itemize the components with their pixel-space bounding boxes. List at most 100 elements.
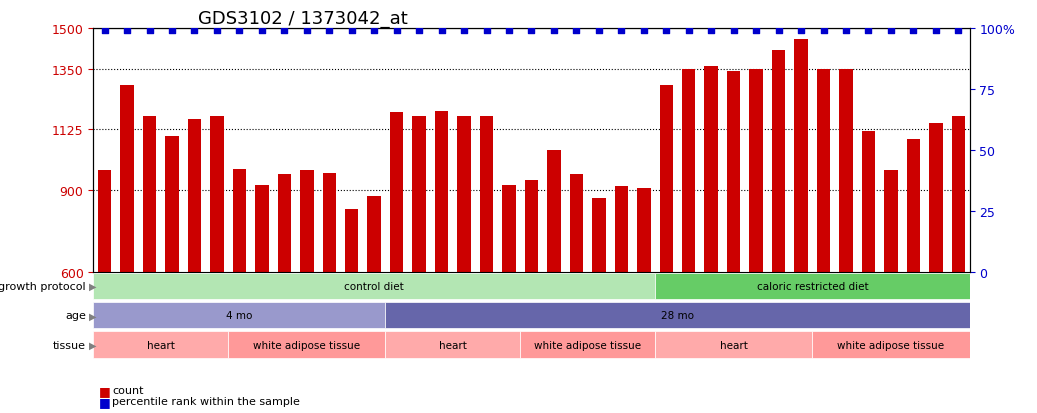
Bar (93, 273, 655, 299)
Point (882, 28, 899, 35)
Point (950, 28, 966, 35)
Bar (165, 137, 178, 413)
Point (770, 28, 787, 35)
Text: heart: heart (720, 340, 748, 350)
Point (389, 28, 405, 35)
Text: white adipose tissue: white adipose tissue (534, 340, 641, 350)
Text: ■: ■ (99, 395, 110, 408)
Bar (952, 116, 965, 413)
Bar (906, 140, 920, 413)
Bar (255, 185, 269, 413)
Bar (228, 332, 386, 358)
Bar (345, 210, 359, 413)
Text: control diet: control diet (344, 281, 404, 292)
Bar (390, 113, 403, 413)
Point (118, 28, 135, 35)
Bar (885, 171, 898, 413)
Point (187, 28, 203, 35)
Bar (435, 111, 448, 413)
Text: ■: ■ (99, 384, 110, 397)
Point (141, 28, 158, 35)
Bar (655, 332, 812, 358)
Text: percentile rank within the sample: percentile rank within the sample (112, 396, 300, 406)
Bar (120, 85, 134, 413)
Point (861, 28, 877, 35)
Bar (704, 67, 718, 413)
Bar (367, 196, 381, 413)
Point (658, 28, 675, 35)
Text: ▶: ▶ (89, 311, 96, 320)
Bar (682, 69, 696, 413)
Text: count: count (112, 385, 143, 395)
Bar (525, 180, 538, 413)
Text: white adipose tissue: white adipose tissue (253, 340, 360, 350)
Bar (232, 169, 246, 413)
Point (366, 28, 383, 35)
Bar (569, 175, 583, 413)
Bar (727, 72, 740, 413)
Point (321, 28, 338, 35)
Bar (93, 302, 386, 329)
Point (613, 28, 629, 35)
Bar (143, 116, 157, 413)
Point (636, 28, 652, 35)
Text: ▶: ▶ (89, 340, 96, 350)
Point (591, 28, 608, 35)
Bar (817, 69, 831, 413)
Point (748, 28, 764, 35)
Bar (457, 116, 471, 413)
Bar (386, 332, 521, 358)
Point (501, 28, 517, 35)
Bar (772, 50, 785, 413)
Bar (750, 69, 763, 413)
Text: GDS3102 / 1373042_at: GDS3102 / 1373042_at (198, 9, 409, 28)
Bar (862, 131, 875, 413)
Bar (929, 123, 943, 413)
Bar (93, 332, 228, 358)
Point (96, 28, 113, 35)
Point (253, 28, 270, 35)
Point (838, 28, 854, 35)
Bar (300, 171, 313, 413)
Point (433, 28, 450, 35)
Text: growth protocol: growth protocol (0, 281, 86, 292)
Text: 4 mo: 4 mo (226, 311, 253, 320)
Point (276, 28, 292, 35)
Point (343, 28, 360, 35)
Bar (323, 173, 336, 413)
Point (164, 28, 180, 35)
Text: ▶: ▶ (89, 281, 96, 292)
Bar (660, 85, 673, 413)
Point (411, 28, 427, 35)
Bar (592, 199, 606, 413)
Point (523, 28, 539, 35)
Bar (812, 332, 970, 358)
Bar (794, 40, 808, 413)
Point (231, 28, 248, 35)
Bar (655, 273, 970, 299)
Bar (637, 188, 650, 413)
Bar (839, 69, 852, 413)
Point (726, 28, 742, 35)
Text: 28 mo: 28 mo (661, 311, 694, 320)
Point (928, 28, 945, 35)
Point (545, 28, 562, 35)
Bar (521, 332, 655, 358)
Bar (97, 171, 111, 413)
Text: white adipose tissue: white adipose tissue (838, 340, 945, 350)
Text: caloric restricted diet: caloric restricted diet (757, 281, 868, 292)
Point (478, 28, 495, 35)
Text: heart: heart (439, 340, 467, 350)
Text: age: age (65, 311, 86, 320)
Point (703, 28, 720, 35)
Bar (211, 116, 224, 413)
Bar (278, 175, 291, 413)
Point (905, 28, 922, 35)
Bar (615, 187, 628, 413)
Point (568, 28, 585, 35)
Bar (548, 150, 561, 413)
Point (208, 28, 225, 35)
Bar (502, 185, 515, 413)
Point (815, 28, 832, 35)
Bar (188, 119, 201, 413)
